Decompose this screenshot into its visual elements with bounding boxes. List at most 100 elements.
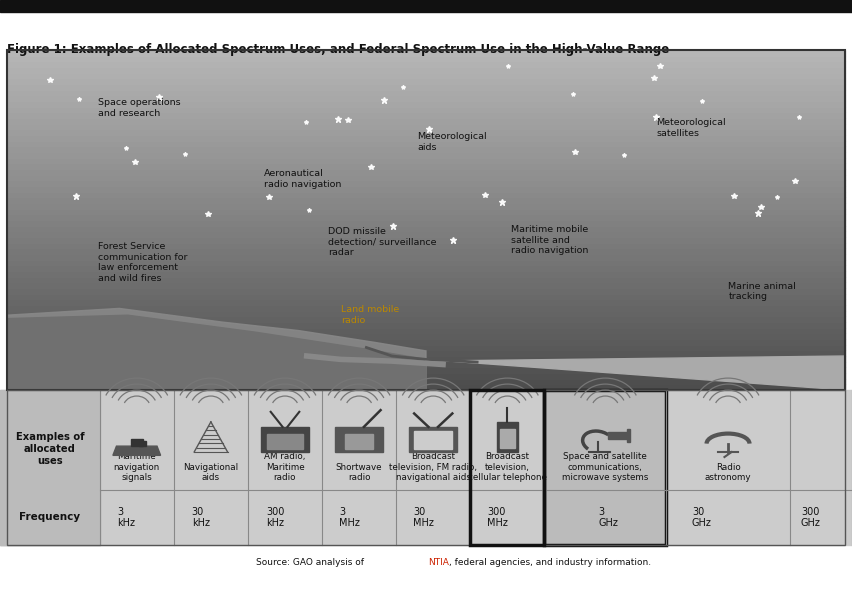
- Bar: [7, 367, 845, 373]
- Text: 30
MHz: 30 MHz: [413, 507, 435, 528]
- Bar: [7, 73, 845, 78]
- Text: Frequency: Frequency: [20, 512, 80, 523]
- Text: Examples of
allocated
uses: Examples of allocated uses: [15, 432, 84, 465]
- Bar: [261, 427, 308, 452]
- Text: Figure 1: Examples of Allocated Spectrum Uses, and Federal Spectrum Use in the H: Figure 1: Examples of Allocated Spectrum…: [7, 44, 669, 56]
- Bar: [7, 112, 845, 118]
- Bar: [7, 237, 845, 243]
- Text: 300
kHz: 300 kHz: [266, 507, 285, 528]
- Bar: [7, 225, 845, 231]
- Bar: [139, 441, 147, 446]
- Bar: [7, 56, 845, 62]
- Text: Aeronautical
radio navigation: Aeronautical radio navigation: [264, 169, 342, 189]
- Bar: [131, 440, 143, 446]
- Bar: [7, 101, 845, 106]
- Bar: [7, 84, 845, 90]
- Bar: [0, 390, 852, 545]
- Text: Space operations
and research: Space operations and research: [98, 98, 181, 117]
- Bar: [7, 356, 845, 362]
- Bar: [7, 118, 845, 124]
- Bar: [7, 192, 845, 197]
- Text: Maritime mobile
satellite and
radio navigation: Maritime mobile satellite and radio navi…: [511, 225, 589, 255]
- Bar: [0, 0, 852, 12]
- Bar: [7, 390, 845, 545]
- Bar: [7, 135, 845, 141]
- Text: Land mobile
radio: Land mobile radio: [341, 306, 399, 325]
- Bar: [7, 158, 845, 163]
- Bar: [7, 243, 845, 248]
- Bar: [410, 427, 458, 452]
- Text: Forest Service
communication for
law enforcement
and wild fires: Forest Service communication for law enf…: [98, 242, 187, 283]
- Bar: [7, 333, 845, 339]
- Bar: [7, 163, 845, 169]
- Bar: [7, 90, 845, 95]
- Bar: [7, 141, 845, 147]
- Polygon shape: [112, 446, 160, 455]
- Bar: [7, 288, 845, 294]
- Bar: [7, 362, 845, 367]
- Bar: [7, 95, 845, 101]
- Bar: [7, 266, 845, 271]
- Bar: [7, 203, 845, 209]
- Text: , federal agencies, and industry information.: , federal agencies, and industry informa…: [449, 558, 651, 567]
- Bar: [7, 67, 845, 73]
- Bar: [7, 186, 845, 192]
- Polygon shape: [426, 356, 845, 390]
- Bar: [7, 50, 845, 56]
- Text: Space and satellite
communications,
microwave systems: Space and satellite communications, micr…: [562, 453, 648, 482]
- Bar: [7, 129, 845, 135]
- Text: Source: GAO analysis of: Source: GAO analysis of: [256, 558, 366, 567]
- Text: 30
kHz: 30 kHz: [192, 507, 210, 528]
- Bar: [268, 434, 303, 448]
- Bar: [7, 62, 845, 67]
- Bar: [7, 385, 845, 390]
- Bar: [7, 282, 845, 288]
- Bar: [7, 316, 845, 322]
- Text: 3
MHz: 3 MHz: [339, 507, 360, 528]
- Bar: [7, 248, 845, 254]
- Bar: [7, 254, 845, 260]
- Text: Radio
astronomy: Radio astronomy: [705, 463, 751, 482]
- Bar: [7, 322, 845, 328]
- Text: Shortwave
radio: Shortwave radio: [336, 463, 383, 482]
- Bar: [7, 209, 845, 214]
- Bar: [7, 271, 845, 277]
- Bar: [7, 106, 845, 112]
- Bar: [7, 175, 845, 181]
- Bar: [7, 214, 845, 220]
- Bar: [345, 434, 373, 448]
- Bar: [7, 78, 845, 84]
- Bar: [0, 490, 100, 545]
- Text: Broadcast
television,
cellular telephone: Broadcast television, cellular telephone: [468, 453, 547, 482]
- Bar: [7, 231, 845, 237]
- Bar: [7, 311, 845, 316]
- Bar: [7, 373, 845, 379]
- Bar: [7, 147, 845, 152]
- Text: DOD missile
detection/ surveillance
radar: DOD missile detection/ surveillance rada…: [328, 227, 436, 257]
- Bar: [7, 152, 845, 158]
- Polygon shape: [7, 315, 426, 390]
- Bar: [7, 220, 845, 225]
- Text: 30
GHz: 30 GHz: [692, 507, 711, 528]
- Polygon shape: [7, 309, 845, 390]
- Text: Meteorological
aids: Meteorological aids: [417, 132, 487, 151]
- Text: Navigational
aids: Navigational aids: [183, 463, 239, 482]
- Bar: [7, 344, 845, 350]
- Bar: [544, 390, 666, 545]
- Bar: [607, 432, 627, 438]
- Text: 3
kHz: 3 kHz: [118, 507, 135, 528]
- Text: 300
GHz: 300 GHz: [801, 507, 820, 528]
- Bar: [7, 277, 845, 282]
- Text: 3
GHz: 3 GHz: [598, 507, 618, 528]
- Text: AM radio,
Maritime
radio: AM radio, Maritime radio: [264, 453, 306, 482]
- Text: NTIA: NTIA: [428, 558, 449, 567]
- Bar: [7, 197, 845, 203]
- Bar: [7, 350, 845, 356]
- Bar: [7, 124, 845, 129]
- Bar: [497, 422, 518, 452]
- Bar: [7, 339, 845, 344]
- Text: 300
MHz: 300 MHz: [487, 507, 509, 528]
- Bar: [7, 379, 845, 385]
- Text: Maritime
navigation
signals: Maritime navigation signals: [113, 453, 160, 482]
- Bar: [627, 429, 630, 442]
